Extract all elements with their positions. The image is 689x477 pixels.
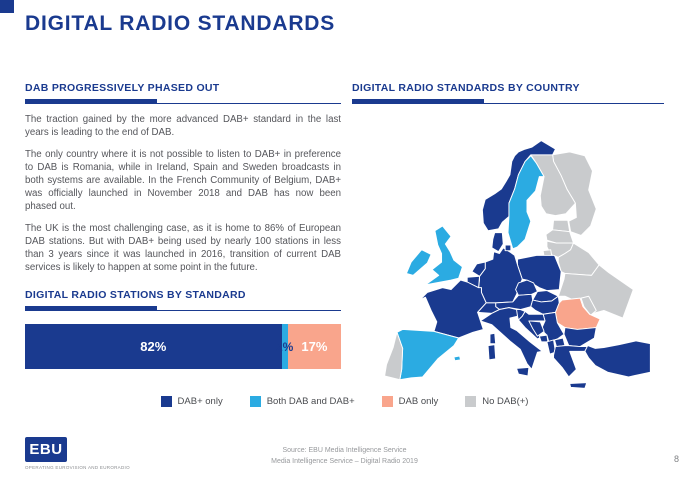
legend-label: Both DAB and DAB+ — [266, 396, 355, 407]
source-note: Source: EBU Media Intelligence Service M… — [0, 446, 689, 468]
heading-underline — [25, 304, 341, 311]
legend-swatch — [381, 396, 393, 407]
section-heading-phased-out: DAB PROGRESSIVELY PHASED OUT — [25, 82, 220, 94]
map-country-ireland — [405, 249, 432, 276]
page-number: 8 — [673, 454, 679, 464]
source-line-2: Media Intelligence Service – Digital Rad… — [271, 457, 418, 465]
map-country-italy — [480, 307, 543, 370]
map-country-spain — [396, 328, 460, 381]
stacked-bar-chart: 82% 2% 17% — [25, 324, 341, 369]
body-paragraph: The only country where it is not possibl… — [25, 149, 341, 212]
bar-label: 17% — [301, 339, 328, 354]
map-country-czech-republic — [515, 279, 538, 296]
map-country-turkey — [584, 340, 651, 378]
legend-label: No DAB(+) — [482, 396, 529, 407]
section-heading-stations-by-standard: DIGITAL RADIO STATIONS BY STANDARD — [25, 289, 246, 301]
map-country-ukraine — [557, 264, 634, 319]
map-country-netherlands — [471, 261, 486, 277]
map-country-greece — [553, 345, 589, 378]
legend: DAB+ only Both DAB and DAB+ DAB only No … — [0, 396, 689, 407]
legend-label: DAB+ only — [177, 396, 223, 407]
body-paragraph: The traction gained by the more advanced… — [25, 114, 341, 138]
map-country-denmark-zealand — [504, 244, 512, 252]
right-column: DIGITAL RADIO STANDARDS BY COUNTRY — [352, 82, 664, 394]
map-country-bosnia — [528, 320, 545, 337]
section-heading-standards-by-country: DIGITAL RADIO STANDARDS BY COUNTRY — [352, 82, 580, 94]
map-region-corsica — [489, 332, 497, 345]
heading-underline — [25, 97, 341, 104]
map-country-north-macedonia — [554, 337, 566, 348]
legend-item-dab-only: DAB only — [381, 396, 439, 407]
left-column: DAB PROGRESSIVELY PHASED OUT The tractio… — [25, 82, 341, 369]
map-country-united-kingdom — [424, 225, 463, 286]
ebu-logo: EBU OPERATING EUROVISION AND EURORADIO — [25, 437, 130, 470]
bar-segment-dab-only: 17% — [287, 324, 341, 369]
legend-item-no-dab: No DAB(+) — [465, 396, 528, 407]
ebu-corner-mark — [0, 0, 14, 13]
legend-label: DAB only — [398, 396, 439, 407]
bar-segment-both: 2% — [276, 324, 293, 369]
legend-swatch — [160, 396, 172, 407]
map-country-montenegro — [538, 334, 549, 343]
body-paragraph: The UK is the most challenging case, as … — [25, 223, 341, 273]
map-country-latvia — [545, 229, 574, 244]
source-line-1: Source: EBU Media Intelligence Service — [282, 447, 407, 454]
bar-segment-dab-plus-only: 82% — [25, 324, 282, 369]
bar-label: 2% — [276, 339, 294, 354]
map-country-portugal — [384, 331, 404, 381]
heading-underline — [352, 97, 664, 104]
map-region-crete — [569, 382, 588, 389]
map-region-balearics — [453, 355, 462, 362]
ebu-logo-tagline: OPERATING EUROVISION AND EURORADIO — [25, 465, 130, 470]
page-title: DIGITAL RADIO STANDARDS — [25, 12, 336, 35]
legend-swatch — [249, 396, 261, 407]
map-region-sicily — [516, 366, 530, 377]
map-country-moldova — [580, 295, 597, 316]
map-country-denmark — [491, 232, 504, 253]
map-country-sweden — [507, 155, 545, 250]
bar-label: 82% — [140, 339, 167, 354]
map-country-bulgaria — [563, 327, 597, 348]
map-country-france — [419, 279, 487, 339]
ebu-logo-box: EBU — [25, 437, 67, 462]
europe-map — [352, 114, 664, 394]
legend-item-dab-plus-only: DAB+ only — [160, 396, 223, 407]
map-region-sardinia — [487, 344, 497, 361]
legend-swatch — [465, 396, 477, 407]
legend-item-both: Both DAB and DAB+ — [249, 396, 355, 407]
map-country-germany — [478, 247, 523, 304]
